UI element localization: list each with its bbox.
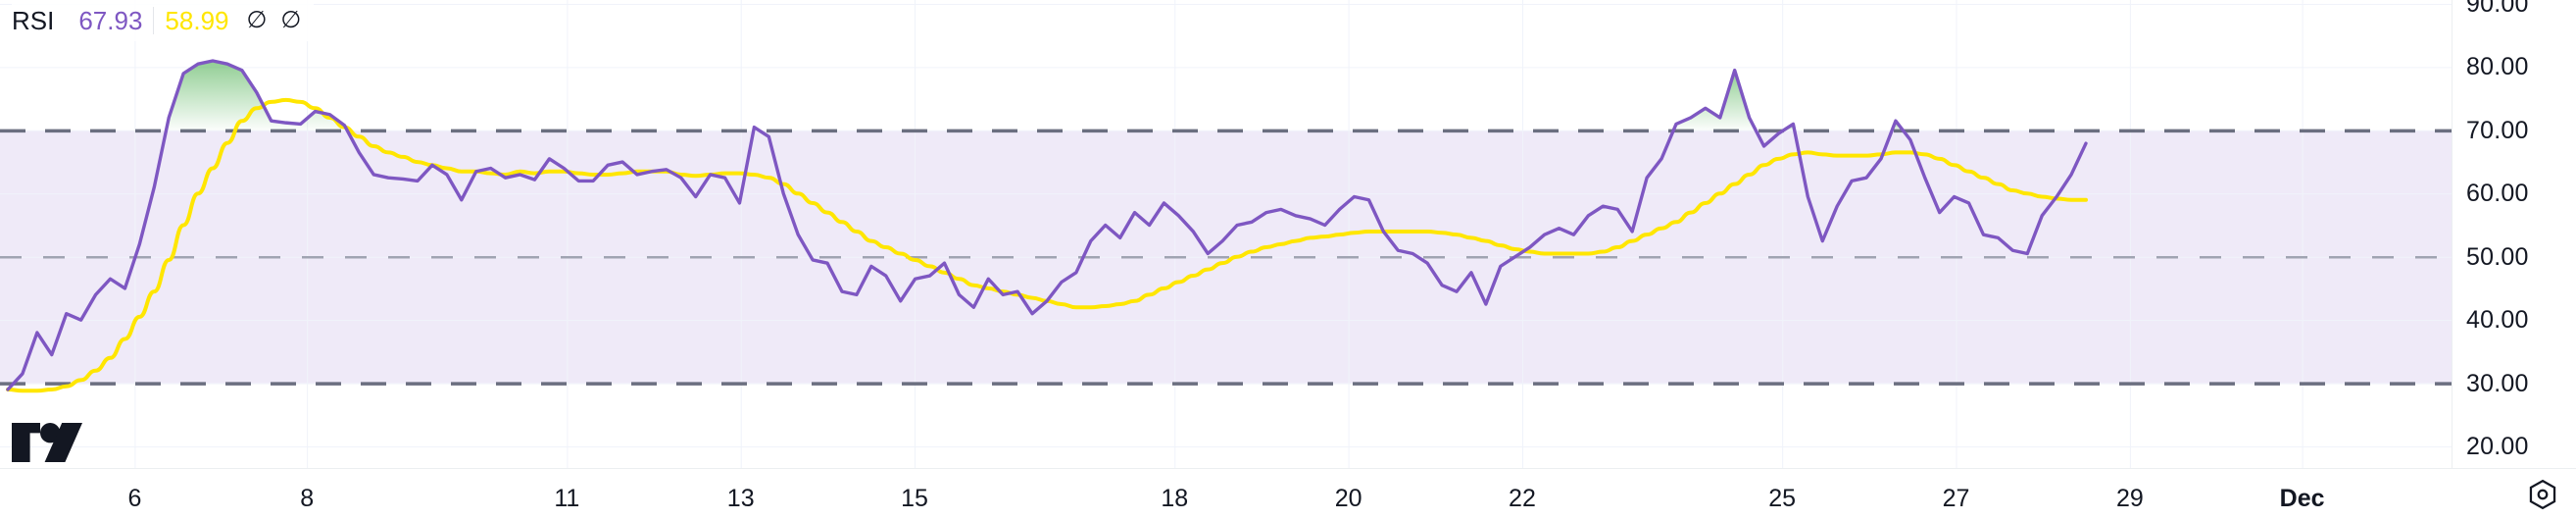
chart-legend[interactable]: RSI 67.93 58.99 ∅ ∅ [12, 0, 315, 41]
time-axis-tick: 27 [1942, 485, 1970, 512]
value-axis-tick: 80.00 [2466, 53, 2529, 81]
time-axis-tick: 22 [1509, 485, 1536, 512]
target-icon[interactable] [2523, 475, 2562, 514]
time-axis-tick: 13 [726, 485, 755, 512]
chart-plot-area[interactable] [0, 0, 2452, 469]
value-axis-tick: 70.00 [2466, 116, 2529, 144]
legend-indicator-title: RSI [12, 6, 55, 35]
value-axis-tick: 40.00 [2466, 306, 2529, 335]
value-axis-tick: 60.00 [2466, 180, 2529, 208]
time-axis-tick: 8 [300, 485, 315, 512]
time-axis-tick: 29 [2115, 485, 2144, 512]
time-axis-tick: 18 [1161, 485, 1189, 512]
legend-rsi-value: 67.93 [78, 6, 143, 35]
legend-ma-value: 58.99 [153, 7, 239, 34]
value-axis-tick: 90.00 [2466, 0, 2529, 18]
time-axis-tick: 6 [127, 485, 142, 512]
time-axis-tick: 20 [1334, 485, 1362, 512]
legend-empty-slot-2-icon: ∅ [280, 7, 302, 33]
rsi-line [6, 59, 2088, 391]
value-axis[interactable]: 90.00 80.00 70.00 60.00 50.00 40.00 30.00 20.00 [2452, 0, 2576, 469]
time-axis-tick: Dec [2279, 485, 2325, 512]
value-axis-tick: 20.00 [2466, 433, 2529, 460]
time-axis-tick: 11 [554, 485, 580, 512]
target-icon-glyph [2529, 479, 2556, 510]
rsi-chart-svg [0, 0, 2452, 469]
legend-empty-slot-1-icon: ∅ [246, 7, 268, 33]
time-axis[interactable]: 6 8 11 13 15 18 20 22 25 27 29 Dec [0, 468, 2576, 520]
value-axis-tick: 50.00 [2466, 242, 2529, 271]
overbought-fill [1673, 70, 1757, 130]
time-axis-tick: 15 [901, 485, 928, 512]
tradingview-logo-icon [12, 423, 82, 462]
value-axis-tick: 30.00 [2466, 369, 2529, 397]
time-axis-tick: 25 [1768, 485, 1797, 512]
